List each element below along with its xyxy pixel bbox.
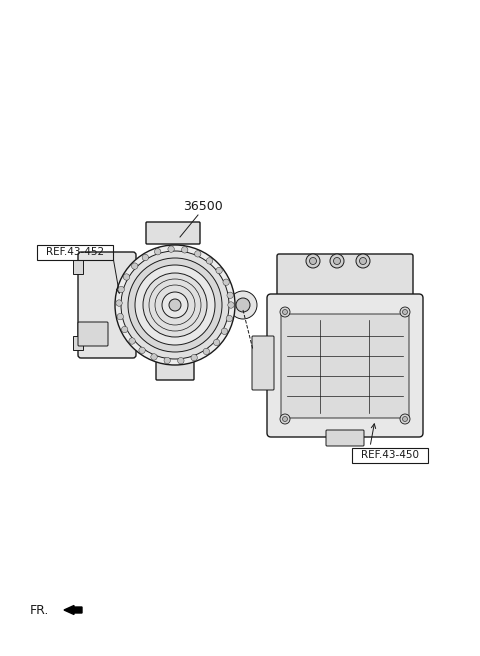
Circle shape [229, 291, 257, 319]
Circle shape [169, 299, 181, 311]
Circle shape [121, 326, 128, 333]
Circle shape [400, 414, 410, 424]
FancyBboxPatch shape [156, 362, 194, 380]
Circle shape [310, 258, 316, 264]
Circle shape [121, 251, 229, 359]
Bar [73, 336, 83, 350]
Circle shape [135, 265, 215, 345]
Circle shape [128, 258, 222, 352]
Bar [73, 260, 83, 274]
Circle shape [360, 258, 367, 264]
FancyBboxPatch shape [326, 430, 364, 446]
Circle shape [403, 310, 408, 314]
FancyBboxPatch shape [281, 314, 409, 418]
Text: REF.43-450: REF.43-450 [361, 450, 419, 460]
Circle shape [283, 310, 288, 314]
Circle shape [123, 274, 130, 280]
Bar [37, 245, 113, 260]
Circle shape [155, 249, 161, 255]
Circle shape [118, 287, 124, 293]
Circle shape [214, 339, 220, 346]
Circle shape [227, 292, 233, 298]
Circle shape [223, 279, 229, 285]
Circle shape [221, 328, 228, 335]
Circle shape [117, 314, 123, 320]
Circle shape [334, 258, 340, 264]
Circle shape [142, 255, 148, 260]
Circle shape [164, 358, 170, 363]
Circle shape [115, 245, 235, 365]
Circle shape [191, 354, 197, 361]
Bar [352, 448, 428, 463]
Circle shape [151, 354, 157, 360]
Circle shape [226, 316, 232, 321]
FancyBboxPatch shape [267, 294, 423, 437]
Circle shape [356, 254, 370, 268]
Circle shape [330, 254, 344, 268]
FancyBboxPatch shape [146, 222, 200, 244]
Circle shape [283, 417, 288, 422]
Circle shape [306, 254, 320, 268]
Circle shape [203, 348, 209, 355]
FancyBboxPatch shape [252, 336, 274, 390]
Text: FR.: FR. [30, 604, 49, 617]
Circle shape [400, 307, 410, 317]
Circle shape [228, 302, 234, 308]
Circle shape [162, 292, 188, 318]
Circle shape [236, 298, 250, 312]
Circle shape [181, 247, 188, 253]
Circle shape [206, 258, 213, 264]
FancyBboxPatch shape [78, 252, 136, 358]
Circle shape [116, 300, 122, 306]
FancyBboxPatch shape [277, 254, 413, 305]
Circle shape [132, 263, 138, 270]
Circle shape [168, 246, 174, 253]
Circle shape [280, 414, 290, 424]
Circle shape [194, 251, 201, 257]
FancyBboxPatch shape [78, 322, 108, 346]
Circle shape [280, 307, 290, 317]
Circle shape [178, 358, 184, 364]
Circle shape [139, 347, 145, 354]
Text: REF.43-452: REF.43-452 [46, 247, 104, 257]
Text: 36500: 36500 [183, 201, 223, 213]
Circle shape [403, 417, 408, 422]
Circle shape [216, 268, 222, 274]
Circle shape [129, 338, 135, 344]
Circle shape [143, 273, 207, 337]
FancyArrow shape [64, 605, 82, 615]
